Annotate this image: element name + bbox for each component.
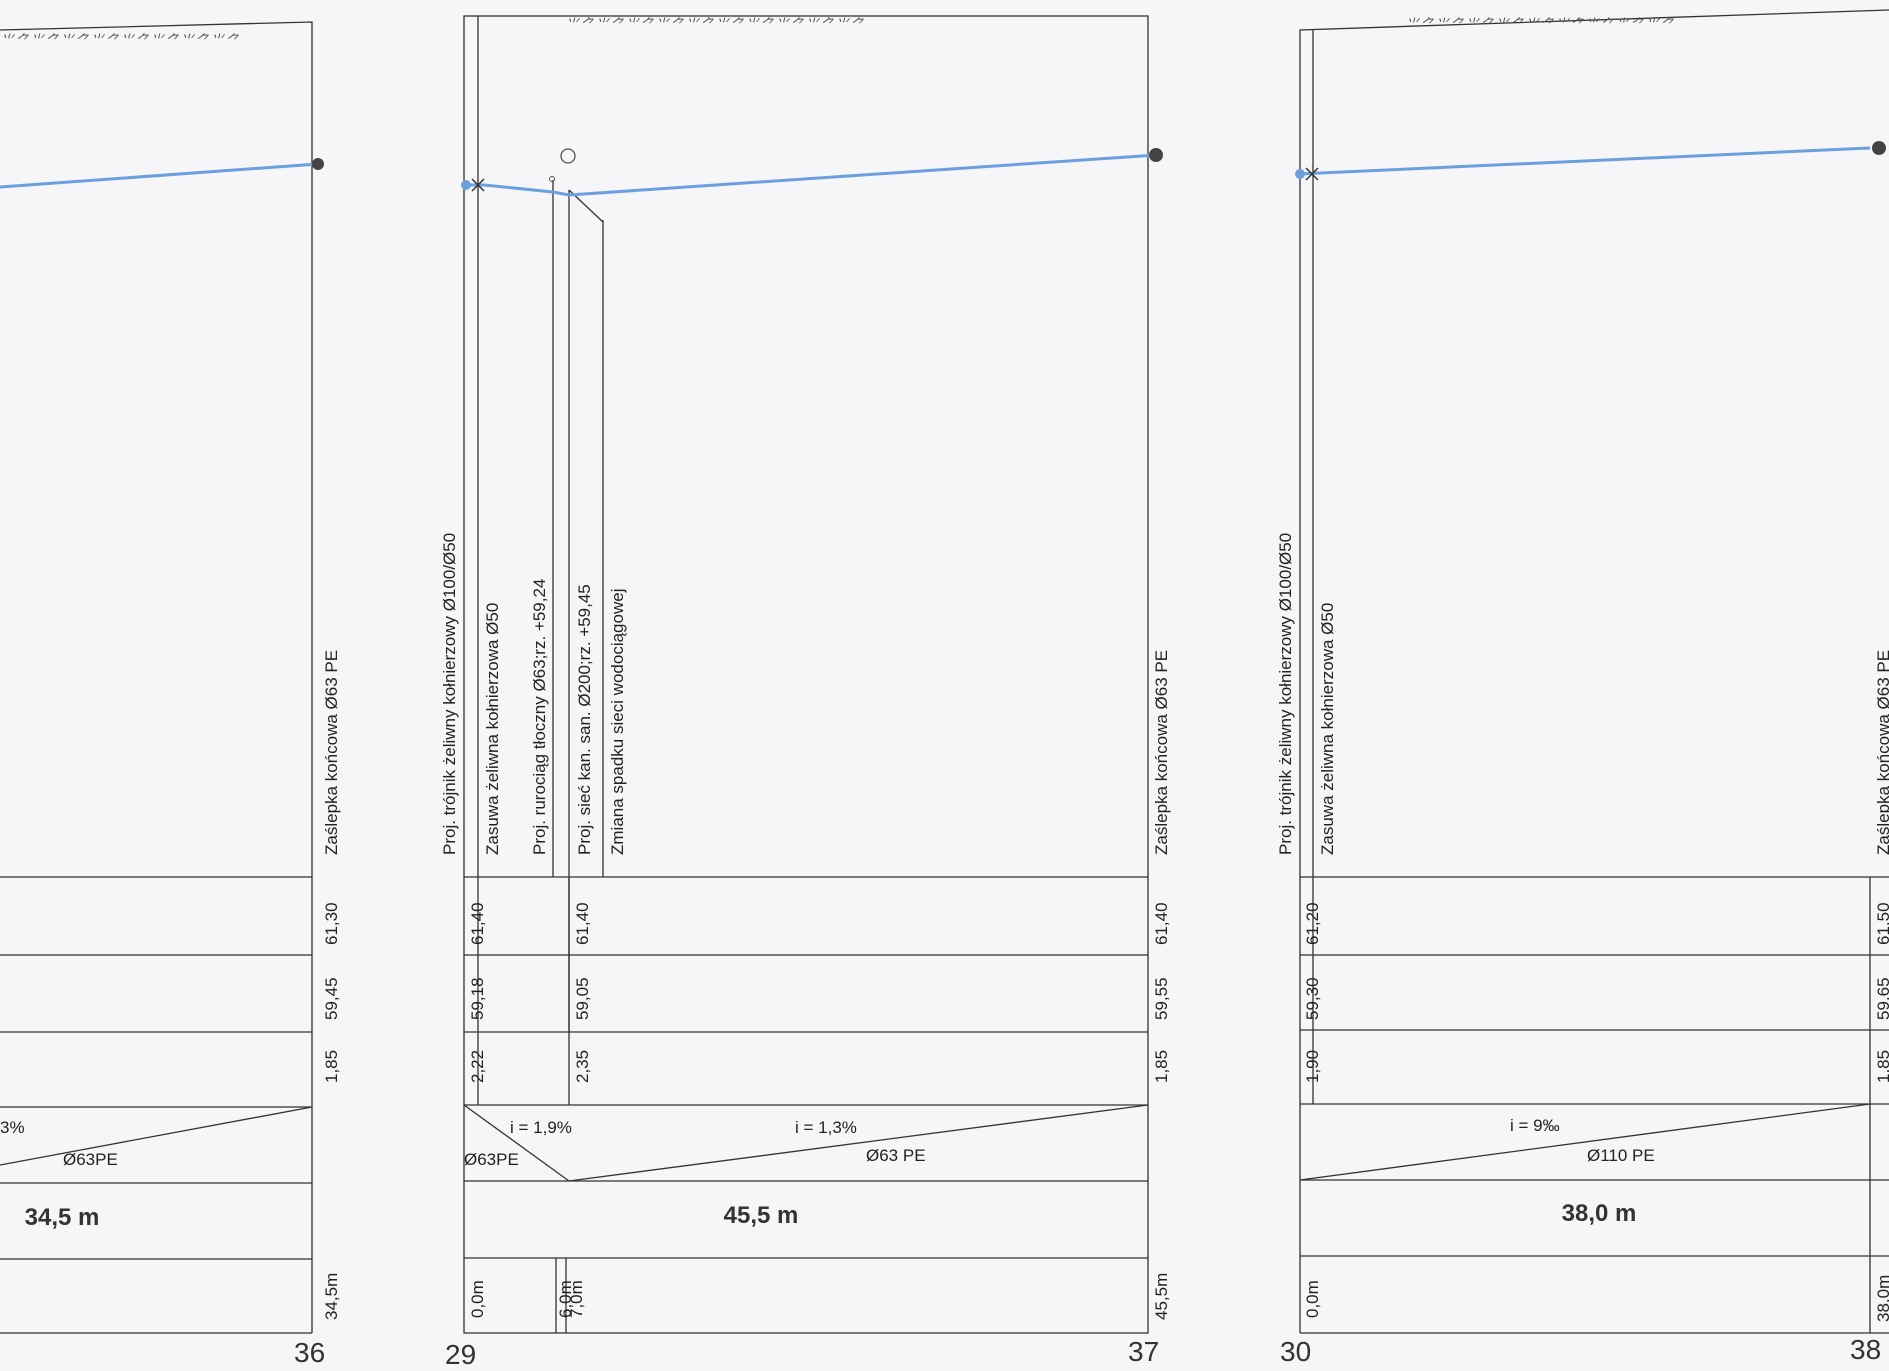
profile-3-tee-icon — [1295, 169, 1305, 179]
profile-3-pipe-axis-value: 59,65 — [1874, 977, 1889, 1020]
profile-1-pipe-axis-value: 59,45 — [322, 977, 341, 1020]
profile-2-pipe-axis-value: 59,55 — [1152, 977, 1171, 1020]
profile-3-slope-label: i = 9‰ — [1510, 1116, 1560, 1135]
profile-2-valve-icon — [471, 178, 485, 192]
profile-2-manhole-icon — [560, 148, 576, 164]
profile-2-length: 45,5 m — [723, 1202, 799, 1229]
profile-3-terrain-value: 61,20 — [1303, 902, 1322, 945]
profile-1-end-station: 36 — [294, 1337, 326, 1368]
profile-3-tee-label: Proj. trójnik żeliwny kołnierzowy Ø100/Ø… — [1276, 532, 1295, 855]
profile-3-frame — [1299, 9, 1889, 1334]
profile-2-pipe-axis-value: 59,18 — [468, 977, 487, 1020]
profile-2-tee-icon — [461, 180, 471, 190]
profile-2-depth-value: 2,35 — [573, 1049, 592, 1083]
profile-2-pipe-label: Ø63 PE — [866, 1146, 926, 1165]
terrain-hatch-icon: ⺌⺈⺌⺈⺌⺈⺌⺈⺌⺈⺌⺈⺌⺈⺌⺈⺌⺈⺌⺈ — [565, 16, 865, 32]
profile-2-sewer-label: Proj. sieć kan. san. Ø200;rz. +59,45 — [575, 584, 594, 855]
profile-2-water-pipe — [464, 153, 1157, 197]
profile-1-length: 34,5 m — [24, 1204, 100, 1231]
profile-1-pipe-label: Ø63PE — [63, 1150, 118, 1169]
profile-3-valve-label: Zasuwa żeliwna kołnierzowa Ø50 — [1318, 602, 1337, 855]
profile-3-depth-value: 1,90 — [1303, 1049, 1322, 1083]
profile-2-start-station: 29 — [445, 1339, 477, 1370]
profile-2-pipe-axis-value: 59,05 — [573, 977, 592, 1020]
profile-3-pipe-axis-value: 59,30 — [1303, 977, 1322, 1020]
profile-3-depth-value: 1,85 — [1874, 1049, 1889, 1083]
profile-2-pressure-main-label: Proj. rurociąg tłoczny Ø63;rz. +59,24 — [530, 578, 549, 855]
profile-1-frame — [0, 21, 313, 1334]
profile-1-end-cap-label: Zaślepka końcowa Ø63 PE — [322, 649, 341, 855]
profile-2-slope-label: i = 1,3% — [795, 1118, 857, 1137]
profile-2-distance-value: 7,0m — [567, 1280, 586, 1318]
profile-3-terrain-value: 61,50 — [1874, 902, 1889, 945]
profile-3-distance-value: 0,0m — [1303, 1280, 1322, 1318]
profile-1-slope-label: 3% — [0, 1118, 25, 1137]
profile-3-end-cap-label: Zaślepka końcowa Ø63 PE — [1874, 649, 1889, 855]
profile-1-water-pipe — [0, 162, 319, 189]
profile-3-start-station: 30 — [1280, 1336, 1312, 1367]
profile-2-end-station: 37 — [1128, 1336, 1160, 1367]
profile-3-valve-icon — [1305, 167, 1319, 181]
profile-2-distance-value: 45,5m — [1152, 1272, 1171, 1320]
profile-2-end-cap-label: Zaślepka końcowa Ø63 PE — [1152, 649, 1171, 855]
profile-1-distance-value: 34,5m — [322, 1272, 341, 1320]
profile-2-depth-value: 2,22 — [468, 1049, 487, 1083]
profile-3-pipe-label: Ø110 PE — [1587, 1146, 1655, 1165]
terrain-hatch-icon: ⺌⺈⺌⺈⺌⺈⺌⺈⺌⺈⺌⺈⺌⺈⺌⺈ — [0, 32, 240, 48]
profile-3-length: 38,0 m — [1561, 1200, 1637, 1227]
profile-1-depth-value: 1,85 — [322, 1049, 341, 1083]
profile-3-distance-value: 38,0m — [1874, 1274, 1889, 1322]
profile-2-slope-label: i = 1,9% — [510, 1118, 572, 1137]
profile-2-terrain-value: 61,40 — [468, 902, 487, 945]
profile-2-depth-value: 1,85 — [1152, 1049, 1171, 1083]
terrain-hatch-icon: ⺌⺈⺌⺈⺌⺈⺌⺈⺌⺈⺌⺈⺌⺈⺌⺈⺌⺈ — [1405, 16, 1675, 32]
profile-2-pressure-main-icon — [549, 176, 555, 182]
profile-3-end-station: 38 — [1850, 1334, 1882, 1365]
profile-1-terrain-value: 61,30 — [322, 902, 341, 945]
profile-2-valve-label: Zasuwa żeliwna kołnierzowa Ø50 — [483, 602, 502, 855]
profile-3-end-cap-icon — [1872, 141, 1886, 155]
profile-2-end-cap-icon — [1149, 148, 1163, 162]
profile-2-tee-label: Proj. trójnik żeliwny kołnierzowy Ø100/Ø… — [440, 532, 459, 855]
profile-2-pipe-label: Ø63PE — [464, 1150, 519, 1169]
profile-2-terrain-value: 61,40 — [1152, 902, 1171, 945]
profile-2-distance-value: 0,0m — [468, 1280, 487, 1318]
profile-3-water-pipe — [1297, 146, 1871, 176]
profile-1-end-cap-icon — [312, 158, 324, 170]
profile-2-frame — [463, 15, 1149, 1334]
profile-2-terrain-value: 61,40 — [573, 902, 592, 945]
profile-2-slope-change-label: Zmiana spadku sieci wodociągowej — [608, 588, 627, 855]
